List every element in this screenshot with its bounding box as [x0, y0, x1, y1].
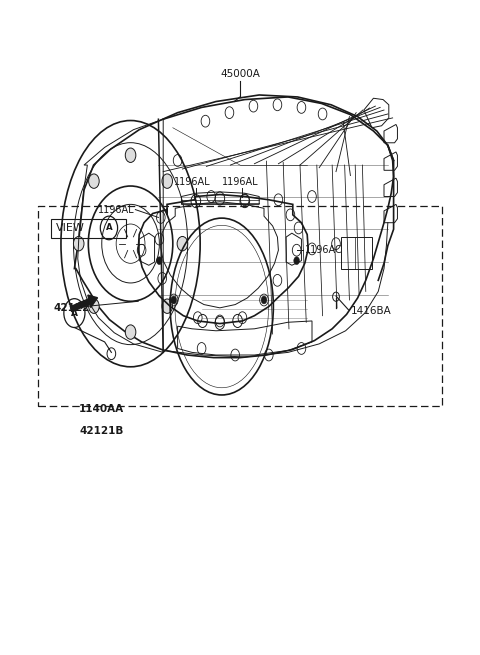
Circle shape	[162, 174, 172, 189]
Bar	[38, 206, 442, 406]
Circle shape	[261, 296, 267, 304]
Circle shape	[73, 236, 84, 251]
Text: 42121B: 42121B	[79, 426, 123, 436]
FancyArrow shape	[71, 295, 97, 312]
Bar	[51, 219, 126, 238]
Circle shape	[89, 174, 99, 189]
Circle shape	[162, 299, 172, 313]
Text: A: A	[106, 223, 112, 233]
Circle shape	[171, 296, 177, 304]
Text: 1196AL: 1196AL	[98, 204, 134, 215]
Circle shape	[177, 236, 188, 251]
Text: 42122: 42122	[54, 303, 90, 313]
Text: 45000A: 45000A	[220, 69, 260, 79]
Circle shape	[89, 299, 99, 313]
Text: 1196AC: 1196AC	[305, 245, 343, 255]
Bar	[341, 237, 372, 269]
Circle shape	[156, 257, 162, 265]
Text: A: A	[71, 309, 78, 318]
Text: 1416BA: 1416BA	[350, 306, 391, 316]
Text: VIEW: VIEW	[56, 223, 85, 233]
Text: 1196AL: 1196AL	[222, 177, 258, 187]
Circle shape	[294, 257, 300, 265]
Text: 1140AA: 1140AA	[79, 404, 124, 414]
Circle shape	[125, 325, 136, 339]
Circle shape	[125, 148, 136, 162]
Text: 1196AL: 1196AL	[174, 177, 210, 187]
